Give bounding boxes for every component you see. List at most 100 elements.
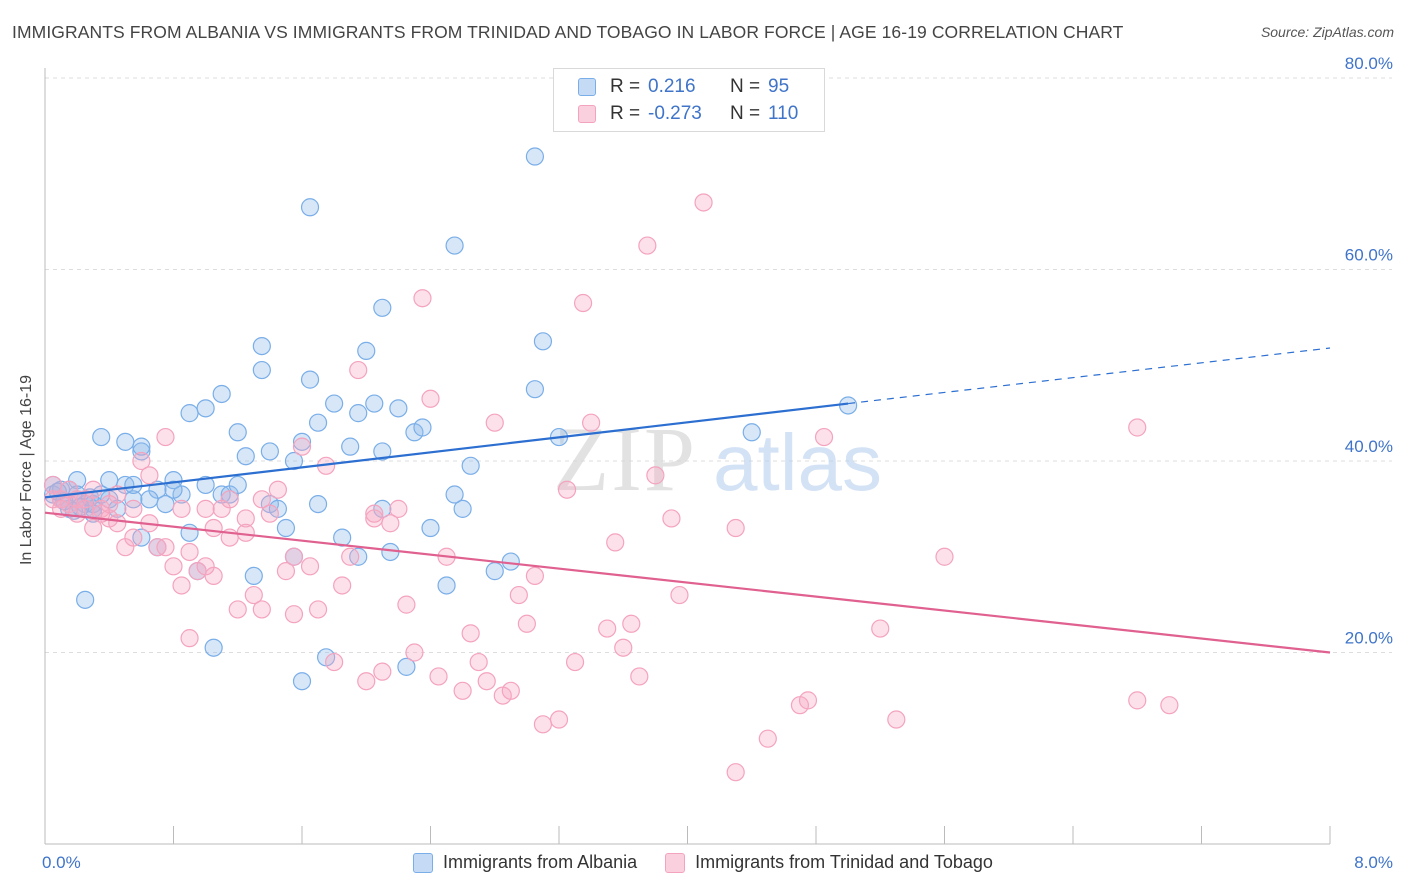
trinidad-point [204,518,223,538]
trinidad-point [630,667,649,686]
albania-point [276,518,296,538]
albania-point [525,147,545,166]
trinidad-point [196,557,215,576]
albania-point [236,447,255,466]
albania-point [292,672,312,691]
albania-point [349,404,368,423]
trinidad-point [477,672,496,691]
r-label: R = [610,76,641,97]
trend-lines [44,347,1331,654]
albania-point [156,494,175,514]
trinidad-point [228,600,247,619]
trinidad-point [662,509,681,528]
stats-legend: R = 0.216 N = 95 R = -0.273 N = 110 [553,68,825,132]
trinidad-point [413,289,432,308]
trinidad-point [260,504,279,523]
albania-point [196,399,215,418]
trinidad-point [349,360,368,380]
trinidad-point [268,480,288,499]
trinidad-point [108,514,127,533]
albania-point [204,638,223,657]
trinidad-point [292,437,312,456]
albania-point [341,437,360,456]
trinidad-point [614,638,633,657]
trinidad-point [284,605,304,624]
trinidad-point [389,499,408,518]
watermark: ZIP atlas [553,408,882,510]
trinidad-point [501,681,520,700]
albania-point [325,394,344,413]
albania-point [308,494,328,514]
trinidad-legend-swatch [665,852,686,873]
legend-row-albania: R = 0.216 N = 95 [578,74,789,100]
trinidad-point [180,629,199,648]
trinidad-point [598,619,617,638]
r-value: -0.273 [648,103,702,124]
legend-label-trinidad: Immigrants from Trinidad and Tobago [695,852,993,872]
albania-point [445,485,464,504]
albania-point [252,360,271,380]
trinidad-point [461,624,480,643]
albania-point [300,198,320,217]
albania-point [228,475,247,495]
trinidad-point [284,547,304,566]
n-label: N = [730,76,761,97]
albania-point [357,341,376,360]
r-label: R = [610,103,641,124]
trinidad-point [252,490,271,509]
trinidad-point [325,652,344,672]
trinidad-point [887,710,906,729]
albania-point [164,480,183,499]
trinidad-point [694,193,713,212]
albania-point [461,456,480,475]
legend-item-albania: Immigrants from Albania [413,852,637,873]
trinidad-point [726,763,745,782]
albania-trend-extension [848,347,1331,405]
albania-point [308,413,328,432]
albania-point [132,442,151,461]
albania-point [244,566,263,586]
trinidad-point [533,715,553,734]
albania-point [260,442,279,461]
trinidad-point [172,576,191,595]
albania-legend-swatch [413,852,434,873]
r-value: 0.216 [648,76,696,97]
trinidad-point [220,490,239,509]
albania-point [124,475,143,495]
trinidad-point [557,480,577,499]
albania-point [140,490,159,509]
albania-point [373,442,392,461]
albania-point [76,590,95,609]
trinidad-point [252,600,271,619]
trinidad-point [381,514,400,533]
albania-point [839,396,858,415]
trinidad-point [397,595,416,614]
trinidad-point [606,533,625,552]
trinidad-point [935,547,954,566]
trinidad-point [670,585,689,605]
trinidad-point [244,585,263,605]
albania-point [397,657,416,676]
trinidad-point [582,413,601,432]
trinidad-point [84,480,103,499]
y-tick-label: 60.0% [1345,246,1393,265]
trinidad-point [758,729,777,748]
albania-point [116,432,135,451]
trinidad-point [485,413,504,432]
albania-point [389,399,408,418]
albania-point [421,518,440,538]
albania-point [453,499,472,518]
albania-point [445,236,464,255]
trinidad-point [405,643,424,662]
albania-point [742,423,761,442]
trinidad-point [333,576,352,595]
trinidad-point [469,652,488,672]
trinidad-point [164,557,183,576]
trinidad-point [1160,696,1179,715]
albania-point [196,475,215,495]
trinidad-point [453,681,472,700]
trinidad-point [76,499,95,518]
trinidad-point [525,566,545,586]
albania-point [485,562,504,581]
trinidad-point [1128,418,1147,437]
